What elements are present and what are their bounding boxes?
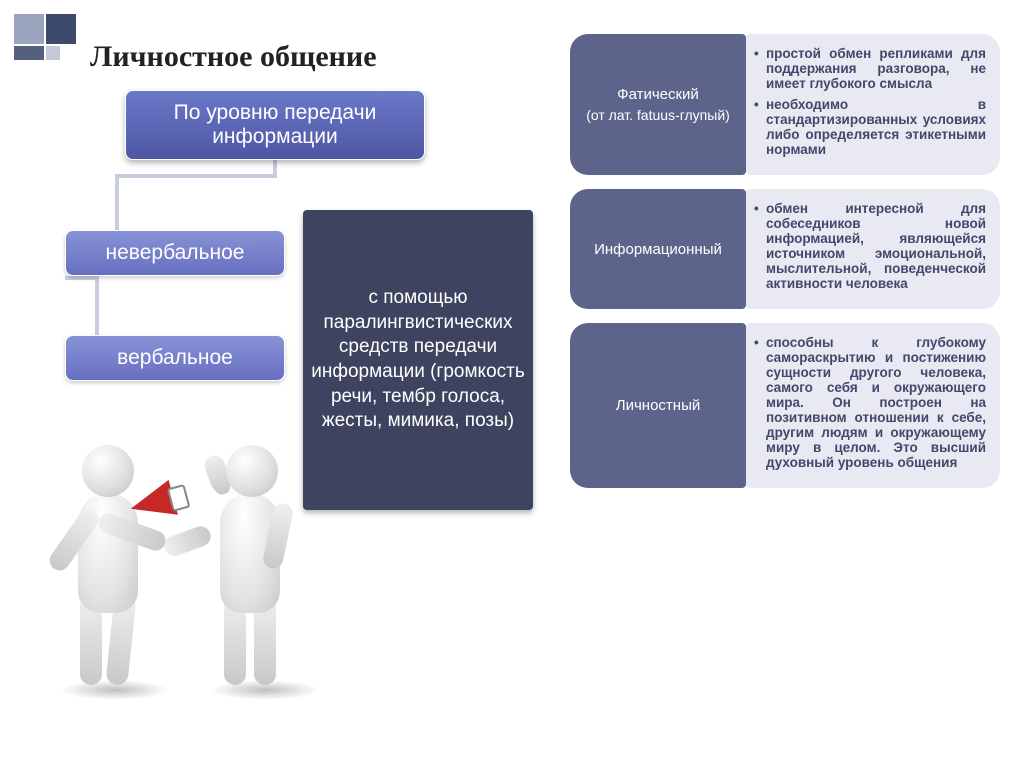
tab-title: Информационный [578,241,738,258]
page-title: Личностное общение [90,40,377,74]
tab-title: Фатический [578,86,738,103]
entry-personal: Личностный способны к глубокому самораск… [570,323,1000,488]
bullet: способны к глубокому самораскрытию и пос… [752,335,986,470]
desc-personal: способны к глубокому самораскрытию и пос… [746,323,1000,488]
bullet: необходимо в стандартизированных условия… [752,97,986,157]
sub-box-nonverbal: невербальное [65,230,285,276]
right-column: Фатический (от лат. fatuus-глупый) прост… [570,34,1000,502]
illustration-two-figures [60,435,320,735]
bullet: обмен интересной для собеседников новой … [752,201,986,291]
desc-phatic: простой обмен репликами для поддержания … [746,34,1000,175]
tab-title: Личностный [578,397,738,414]
sub-box-verbal: вербальное [65,335,285,381]
tab-subtitle: (от лат. fatuus-глупый) [578,107,738,123]
tab-personal: Личностный [570,323,746,488]
entry-informational: Информационный обмен интересной для собе… [570,189,1000,309]
corner-decoration [14,14,78,58]
main-box: По уровню передачи информации [125,90,425,160]
megaphone-icon [126,480,178,526]
entry-phatic: Фатический (от лат. fatuus-глупый) прост… [570,34,1000,175]
desc-informational: обмен интересной для собеседников новой … [746,189,1000,309]
bullet: простой обмен репликами для поддержания … [752,46,986,91]
tab-informational: Информационный [570,189,746,309]
description-box: с помощью паралингвистических средств пе… [303,210,533,510]
tab-phatic: Фатический (от лат. fatuus-глупый) [570,34,746,175]
